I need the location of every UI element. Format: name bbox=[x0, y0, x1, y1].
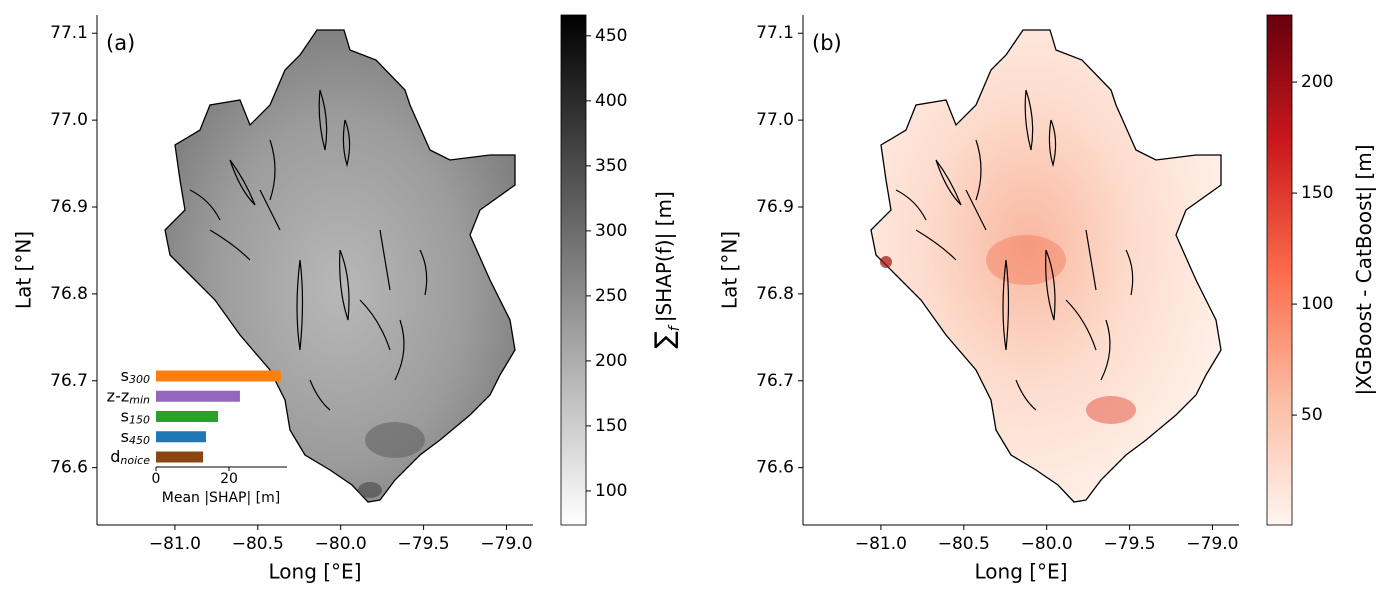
category-label-sub: min bbox=[129, 393, 150, 406]
y-tick-label: 77.1 bbox=[50, 23, 88, 43]
x-tick-label: −79.5 bbox=[1104, 534, 1156, 554]
panel-label: (a) bbox=[106, 31, 135, 55]
colorbar-label-sub: f bbox=[667, 324, 683, 331]
inset-x-axis-label: Mean |SHAP| [m] bbox=[162, 490, 280, 506]
x-tick-label: −79.0 bbox=[1186, 534, 1238, 554]
colorbar-label-symbol: ∑ bbox=[650, 331, 680, 349]
colorbar-tick-label: 100 bbox=[595, 481, 627, 501]
category-label: s150 bbox=[121, 406, 150, 427]
category-label-base: s bbox=[121, 366, 129, 385]
bar bbox=[156, 451, 204, 463]
y-tick-label: 76.9 bbox=[756, 197, 794, 217]
bar bbox=[156, 390, 240, 402]
category-label: s450 bbox=[121, 426, 150, 447]
category-label: s300 bbox=[121, 366, 150, 387]
x-tick-label: −80.5 bbox=[938, 534, 990, 554]
colorbar-tick-label: 350 bbox=[595, 156, 627, 176]
category-label-sub: 150 bbox=[129, 414, 150, 427]
category-label-sub: 300 bbox=[129, 373, 150, 386]
category-label-base: s bbox=[121, 406, 129, 425]
colorbar-tick-label: 300 bbox=[595, 221, 627, 241]
category-label-sub: noice bbox=[120, 454, 150, 467]
colorbar-tick-label: 50 bbox=[1301, 405, 1323, 425]
y-tick-label: 76.9 bbox=[50, 197, 88, 217]
y-tick-label: 76.8 bbox=[50, 284, 88, 304]
colorbar-label-text: |SHAP(f)| [m] bbox=[652, 191, 676, 322]
x-tick-label: −79.5 bbox=[398, 534, 450, 554]
y-axis-label: Lat [°N] bbox=[12, 231, 36, 309]
category-label: z-zmin bbox=[107, 386, 150, 407]
x-tick-label: −80.0 bbox=[315, 534, 367, 554]
colorbar-tick-label: 250 bbox=[595, 286, 627, 306]
map-a bbox=[164, 29, 516, 503]
y-tick-label: 76.7 bbox=[50, 371, 88, 391]
y-tick-label: 77.1 bbox=[756, 23, 794, 43]
bar bbox=[156, 411, 219, 422]
x-axis-label: Long [°E] bbox=[975, 560, 1068, 584]
map-b bbox=[870, 29, 1222, 503]
colorbar-tick-label: 150 bbox=[1301, 183, 1333, 203]
y-tick-label: 77.0 bbox=[756, 110, 794, 130]
colorbar bbox=[1266, 14, 1293, 526]
inset-x-tick-label: 0 bbox=[152, 471, 161, 487]
colorbar bbox=[560, 14, 587, 526]
bar bbox=[156, 370, 281, 382]
category-label: dnoice bbox=[110, 447, 150, 468]
y-tick-label: 76.6 bbox=[50, 458, 88, 478]
panel-label: (b) bbox=[812, 31, 842, 55]
x-tick-label: −80.5 bbox=[232, 534, 284, 554]
y-tick-label: 76.7 bbox=[756, 371, 794, 391]
y-tick-label: 76.6 bbox=[756, 458, 794, 478]
colorbar-label: ∑f |SHAP(f)| [m] bbox=[650, 191, 684, 349]
category-label-sub: 450 bbox=[129, 434, 150, 447]
colorbar-label: |XGBoost - CatBoost| [m] bbox=[1352, 144, 1376, 395]
category-label-base: z-z bbox=[107, 386, 130, 405]
category-label-base: s bbox=[121, 426, 129, 445]
category-label-base: d bbox=[110, 447, 120, 466]
x-tick-label: −79.0 bbox=[480, 534, 532, 554]
x-tick-label: −81.0 bbox=[855, 534, 907, 554]
y-tick-label: 77.0 bbox=[50, 110, 88, 130]
colorbar-tick-label: 200 bbox=[595, 351, 627, 371]
colorbar-tick-label: 150 bbox=[595, 416, 627, 436]
x-tick-label: −80.0 bbox=[1021, 534, 1073, 554]
colorbar-label-text: |XGBoost - CatBoost| [m] bbox=[1352, 144, 1376, 395]
colorbar-tick-label: 100 bbox=[1301, 294, 1333, 314]
bar bbox=[156, 431, 206, 443]
x-axis-label: Long [°E] bbox=[269, 560, 362, 584]
colorbar-tick-label: 200 bbox=[1301, 72, 1333, 92]
inset-x-tick-label: 20 bbox=[220, 471, 238, 487]
colorbar-tick-label: 450 bbox=[595, 26, 627, 46]
colorbar-tick-label: 400 bbox=[595, 91, 627, 111]
y-axis-label: Lat [°N] bbox=[718, 231, 742, 309]
x-tick-label: −81.0 bbox=[149, 534, 201, 554]
y-tick-label: 76.8 bbox=[756, 284, 794, 304]
